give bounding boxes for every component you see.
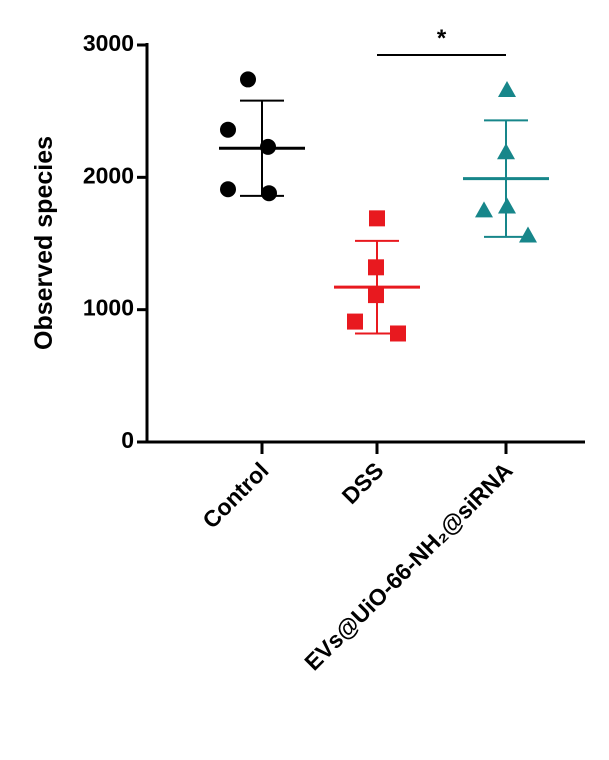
data-point bbox=[368, 259, 384, 276]
data-point bbox=[390, 325, 406, 342]
data-point bbox=[498, 80, 516, 97]
x-tick-label: Control bbox=[197, 457, 273, 533]
y-tick-label: 2000 bbox=[83, 162, 134, 188]
data-point bbox=[369, 210, 385, 227]
significance-label: * bbox=[437, 25, 447, 52]
y-tick-label: 0 bbox=[121, 427, 134, 453]
data-point bbox=[368, 287, 384, 304]
data-point bbox=[475, 201, 493, 218]
x-tick-label: EVs@UiO-66-NH₂@siRNA bbox=[299, 457, 517, 675]
y-tick-label: 3000 bbox=[83, 30, 134, 56]
data-point bbox=[240, 71, 256, 88]
data-point bbox=[220, 181, 236, 198]
data-point bbox=[220, 121, 236, 138]
data-point bbox=[498, 197, 516, 214]
y-tick-label: 1000 bbox=[83, 295, 134, 321]
data-point bbox=[347, 313, 363, 330]
data-point bbox=[497, 143, 515, 160]
y-axis-label: Observed species bbox=[30, 136, 58, 350]
data-point bbox=[260, 138, 276, 155]
x-tick-label: DSS bbox=[337, 457, 389, 509]
data-point bbox=[519, 226, 537, 243]
data-point bbox=[261, 185, 277, 202]
